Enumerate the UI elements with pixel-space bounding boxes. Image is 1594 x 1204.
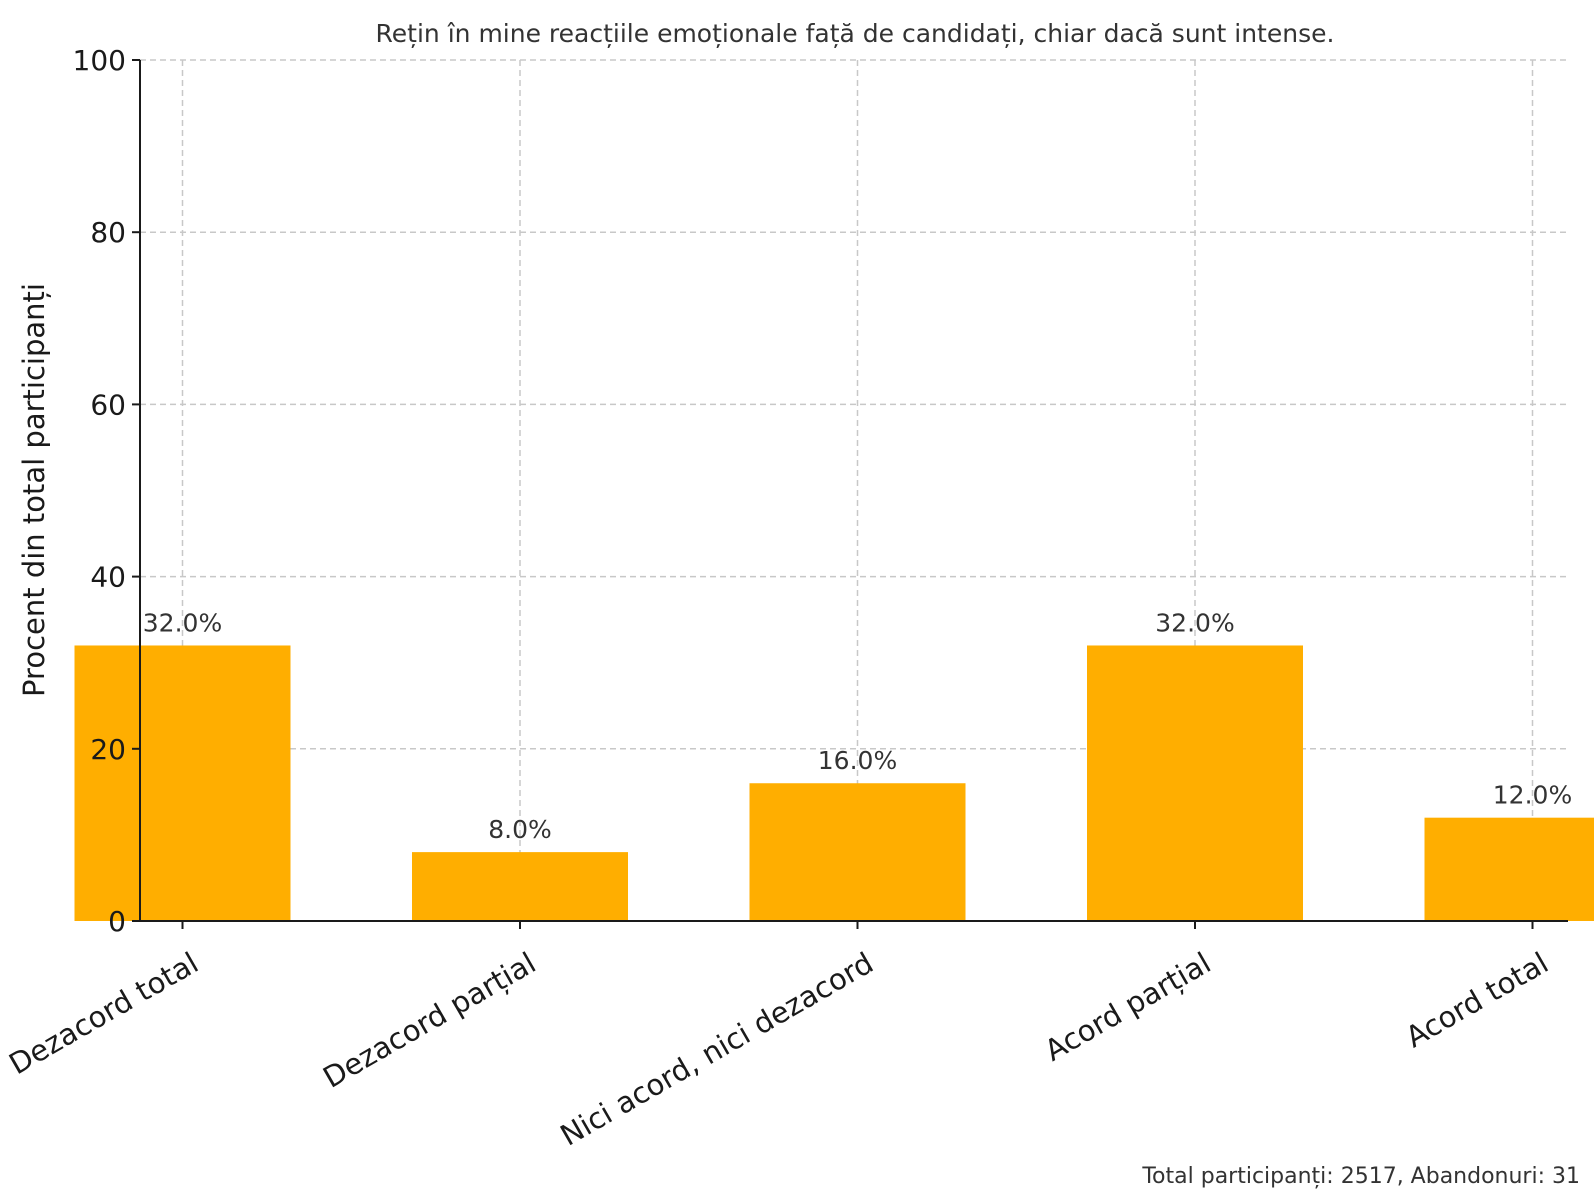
x-tick-label: Acord total [1400, 946, 1554, 1055]
x-tick-label: Acord parțial [1039, 946, 1217, 1068]
y-tick-label: 60 [90, 388, 126, 421]
y-tick-label: 40 [90, 561, 126, 594]
bar-value-label: 16.0% [818, 746, 897, 775]
labels: 0 20 40 60 80 100 32.0% Dezacord total 8.0% Dezac… [3, 44, 1572, 1153]
y-axis-label: Procent din total participanți [17, 283, 51, 697]
axes [139, 60, 1568, 922]
bar-value-label: 32.0% [1155, 608, 1234, 637]
y-tick-label: 80 [90, 216, 126, 249]
grid-lines [140, 59, 1568, 921]
x-tick-label: Nici acord, nici dezacord [554, 946, 879, 1153]
y-tick-label: 100 [73, 44, 126, 77]
bar [412, 852, 628, 921]
bars [74, 645, 1594, 921]
bar-value-label: 32.0% [143, 608, 222, 637]
ticks [132, 59, 1534, 929]
x-tick-label: Dezacord parțial [317, 946, 541, 1095]
bar [74, 645, 291, 921]
y-tick-label: 0 [108, 905, 126, 938]
footnote-totals: Total participanți: 2517, Abandonuri: 31 [1141, 1164, 1580, 1189]
chart-title: Rețin în mine reacțiile emoționale față … [376, 19, 1335, 48]
y-tick-label: 20 [90, 733, 126, 766]
bar-value-label: 12.0% [1493, 781, 1572, 810]
bar [1424, 817, 1594, 921]
bar-value-label: 8.0% [488, 815, 552, 844]
x-tick-label: Dezacord total [3, 946, 204, 1082]
bar [1087, 645, 1303, 921]
bar [749, 783, 966, 921]
